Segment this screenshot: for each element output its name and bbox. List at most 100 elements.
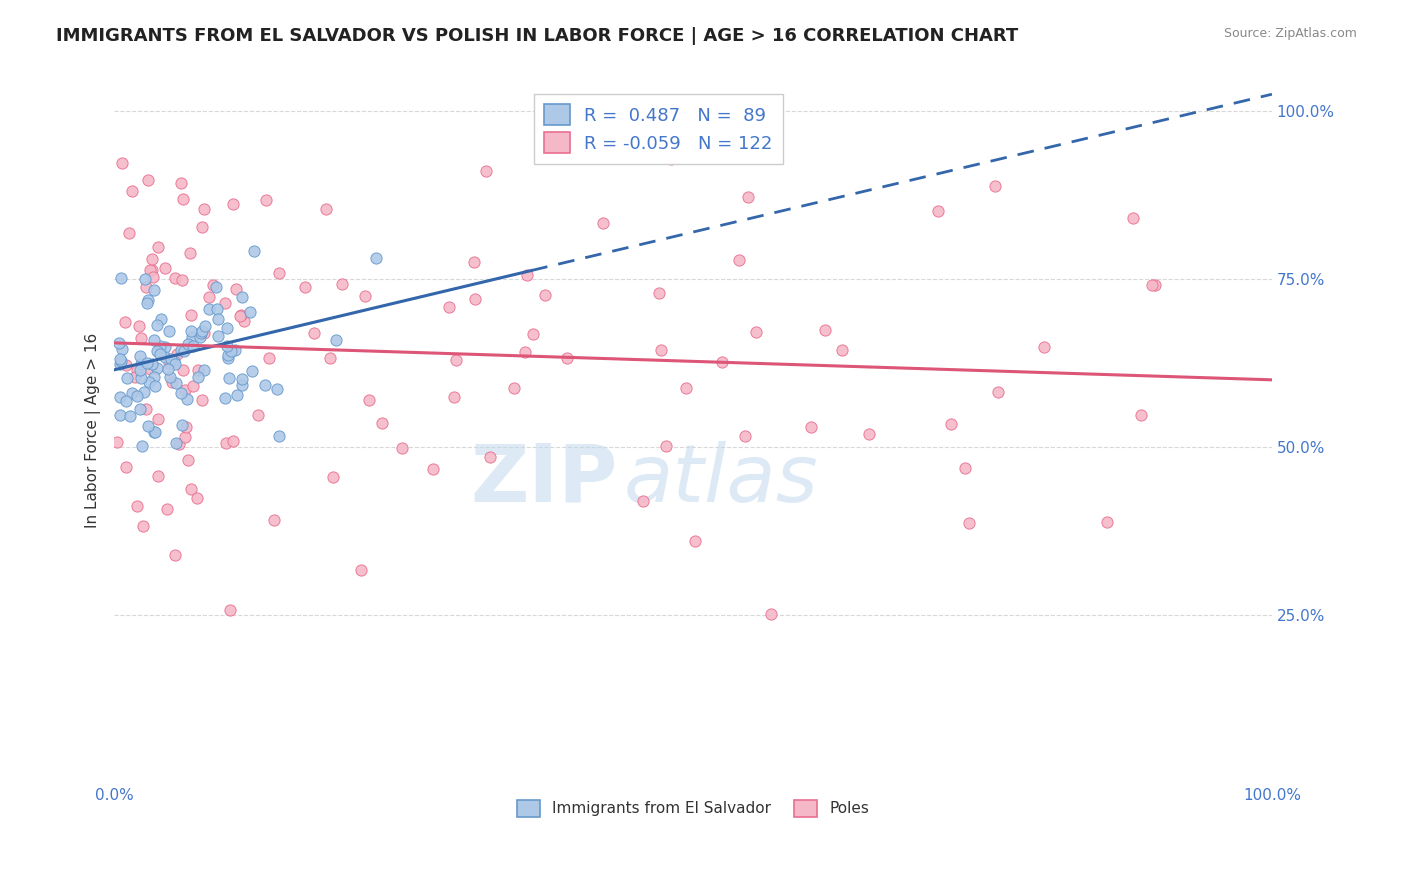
Point xyxy=(163,354,186,368)
Point xyxy=(391,441,413,455)
Point xyxy=(135,401,157,416)
Point xyxy=(443,390,465,404)
Point xyxy=(193,202,215,216)
Point xyxy=(231,377,253,392)
Point xyxy=(957,516,980,530)
Point xyxy=(231,308,253,322)
Point xyxy=(166,347,188,361)
Point xyxy=(173,343,195,358)
Point xyxy=(129,350,152,364)
Point xyxy=(217,321,239,335)
Point xyxy=(180,324,202,338)
Point xyxy=(1142,278,1164,293)
Point xyxy=(229,309,252,323)
Point xyxy=(138,262,160,277)
Point xyxy=(129,371,152,385)
Point xyxy=(187,363,209,377)
Point xyxy=(172,418,194,433)
Point xyxy=(129,402,152,417)
Point xyxy=(111,342,134,356)
Point xyxy=(108,390,131,404)
Point xyxy=(831,343,853,357)
Point xyxy=(105,435,128,450)
Point xyxy=(180,329,202,343)
Point xyxy=(136,293,159,307)
Point xyxy=(941,417,963,432)
Point xyxy=(172,362,194,376)
Point xyxy=(522,327,544,342)
Point xyxy=(983,179,1005,194)
Point xyxy=(534,288,557,302)
Point xyxy=(953,461,976,475)
Point xyxy=(444,353,467,368)
Point xyxy=(159,370,181,384)
Point xyxy=(516,268,538,282)
Point xyxy=(111,155,134,169)
Point xyxy=(157,324,180,338)
Point xyxy=(143,425,166,439)
Point xyxy=(647,286,669,301)
Point xyxy=(1130,408,1153,422)
Point xyxy=(759,607,782,621)
Point xyxy=(239,305,262,319)
Point xyxy=(157,362,180,376)
Point xyxy=(132,384,155,399)
Point xyxy=(160,352,183,367)
Point xyxy=(232,314,254,328)
Point xyxy=(675,381,697,395)
Point xyxy=(177,337,200,351)
Point xyxy=(141,252,163,266)
Point xyxy=(222,434,245,448)
Point xyxy=(319,351,342,365)
Legend: Immigrants from El Salvador, Poles: Immigrants from El Salvador, Poles xyxy=(509,792,877,825)
Point xyxy=(176,453,198,467)
Point xyxy=(136,356,159,370)
Point xyxy=(129,330,152,344)
Point xyxy=(146,318,169,332)
Point xyxy=(174,430,197,444)
Point xyxy=(117,371,139,385)
Point xyxy=(207,329,229,343)
Point xyxy=(173,384,195,398)
Point xyxy=(350,563,373,577)
Point xyxy=(150,312,173,326)
Point xyxy=(814,323,837,337)
Point xyxy=(224,343,246,357)
Point xyxy=(107,335,129,350)
Point xyxy=(269,428,291,442)
Point xyxy=(124,369,146,384)
Point xyxy=(215,339,238,353)
Point xyxy=(190,219,212,234)
Point xyxy=(302,326,325,341)
Point xyxy=(193,363,215,377)
Point xyxy=(217,348,239,362)
Point xyxy=(165,271,187,285)
Point xyxy=(180,482,202,496)
Point xyxy=(987,384,1010,399)
Point xyxy=(143,333,166,347)
Point xyxy=(1032,340,1054,354)
Point xyxy=(138,362,160,376)
Point xyxy=(149,347,172,361)
Point xyxy=(325,333,347,347)
Point xyxy=(222,197,245,211)
Point xyxy=(188,330,211,344)
Point xyxy=(359,393,381,408)
Point xyxy=(330,277,353,292)
Point xyxy=(322,470,344,484)
Point xyxy=(170,176,193,190)
Point xyxy=(132,519,155,533)
Point xyxy=(475,164,498,178)
Point xyxy=(170,386,193,401)
Point xyxy=(131,439,153,453)
Point xyxy=(170,273,193,287)
Point xyxy=(266,382,288,396)
Point xyxy=(125,500,148,514)
Point xyxy=(555,351,578,365)
Point xyxy=(141,262,163,277)
Point xyxy=(219,603,242,617)
Point xyxy=(134,272,156,286)
Point xyxy=(231,290,253,304)
Point xyxy=(110,354,132,368)
Point xyxy=(218,371,240,385)
